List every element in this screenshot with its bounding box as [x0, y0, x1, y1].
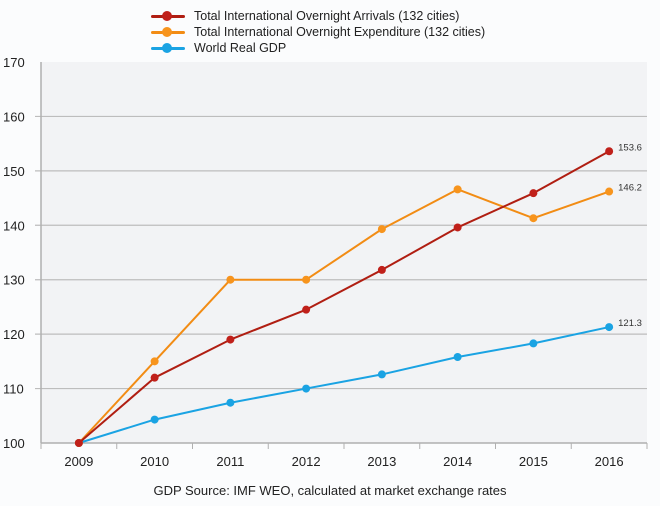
series-1: 146.2 — [74, 183, 642, 447]
data-point — [150, 373, 159, 382]
series-0: 153.6 — [74, 142, 642, 447]
legend-marker-icon — [150, 42, 186, 54]
legend-item-arrivals[interactable]: Total International Overnight Arrivals (… — [150, 8, 485, 24]
y-tick-label: 120 — [3, 327, 25, 342]
data-point — [605, 147, 614, 156]
data-point — [453, 353, 462, 362]
x-tick-label: 2012 — [292, 454, 321, 469]
x-tick-label: 2014 — [443, 454, 472, 469]
data-point — [377, 265, 386, 274]
data-point — [226, 398, 235, 407]
x-tick-label: 2009 — [64, 454, 93, 469]
legend-label: World Real GDP — [194, 41, 287, 55]
data-point — [377, 225, 386, 234]
plot-area — [41, 62, 647, 443]
y-tick-label: 130 — [3, 273, 25, 288]
source-note: GDP Source: IMF WEO, calculated at marke… — [153, 483, 507, 498]
data-point — [150, 357, 159, 366]
series-line — [78, 188, 610, 444]
y-tick-label: 150 — [3, 164, 25, 179]
data-label: 121.3 — [618, 318, 642, 329]
data-point — [453, 185, 462, 194]
x-tick-label: 2016 — [595, 454, 624, 469]
data-point — [529, 339, 538, 348]
data-point — [302, 275, 311, 284]
x-tick-label: 2015 — [519, 454, 548, 469]
data-point — [302, 305, 311, 314]
legend-item-expenditure[interactable]: Total International Overnight Expenditur… — [150, 24, 485, 40]
series-line — [78, 326, 610, 444]
x-tick-label: 2010 — [140, 454, 169, 469]
data-point — [74, 439, 83, 447]
data-point — [529, 189, 538, 198]
x-tick-label: 2013 — [367, 454, 396, 469]
legend-label: Total International Overnight Expenditur… — [194, 25, 486, 39]
data-label: 153.6 — [618, 142, 642, 153]
data-point — [377, 370, 386, 379]
y-tick-label: 140 — [3, 218, 25, 233]
y-tick-label: 160 — [3, 109, 25, 124]
series-line — [78, 150, 610, 444]
x-tick-label: 2011 — [216, 454, 244, 469]
y-tick-label: 170 — [3, 55, 25, 70]
data-point — [226, 275, 235, 284]
data-point — [605, 323, 614, 332]
y-tick-label: 110 — [3, 382, 24, 397]
data-point — [453, 223, 462, 232]
legend-marker-icon — [150, 26, 186, 38]
data-point — [302, 384, 311, 393]
legend-label: Total International Overnight Arrivals (… — [194, 9, 460, 23]
data-point — [605, 187, 614, 196]
y-tick-label: 100 — [3, 436, 25, 451]
data-point — [226, 335, 235, 344]
data-point — [150, 415, 159, 424]
data-point — [529, 214, 538, 223]
legend: Total International Overnight Arrivals (… — [150, 8, 485, 56]
legend-marker-icon — [150, 10, 186, 22]
data-label: 146.2 — [618, 183, 642, 194]
legend-item-gdp[interactable]: World Real GDP — [150, 40, 485, 56]
